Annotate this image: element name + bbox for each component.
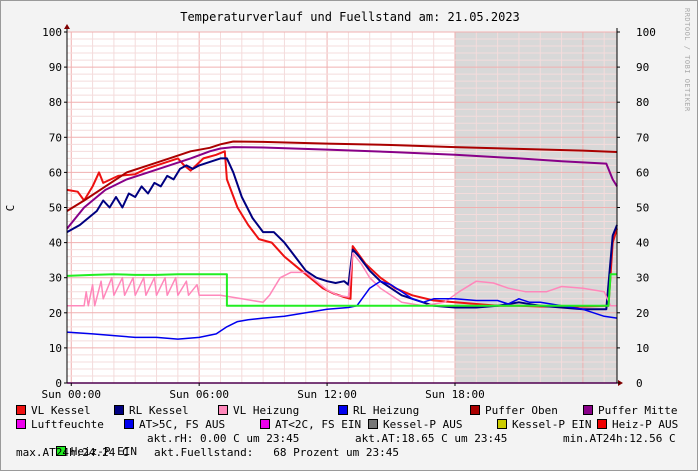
legend-label-kessel-p-ein: Kessel-P EIN [512,418,592,431]
legend-item-at-2c-fs-ein: AT<2C, FS EIN [260,418,361,431]
legend-row-4: max.AT24h:24.24 C akt.Fuellstand: 68 Pro… [16,446,696,460]
legend-swatch [16,405,26,415]
legend-swatch [16,419,26,429]
legend-swatch [55,446,66,456]
y-tick-label-right: 60 [636,166,649,179]
y-tick-label-right: 50 [636,202,649,215]
legend-swatch [497,419,507,429]
y-tick-label-right: 30 [636,272,649,285]
legend-swatch [597,419,607,429]
series-vl-heizung [67,252,617,307]
legend-swatch [124,419,134,429]
chart: Temperaturverlauf und Fuellstand am: 21.… [4,8,691,400]
legend-item-puffer-oben: Puffer Oben [470,404,558,417]
legend-swatch [218,405,228,415]
legend-label-puffer-mitte: Puffer Mitte [598,404,678,417]
y-tick-label: 70 [49,131,62,144]
y-tick-label: 90 [49,61,62,74]
legend-label-puffer-oben: Puffer Oben [485,404,558,417]
grid [67,31,617,384]
y-tick-label-right: 0 [636,377,643,390]
axes [64,24,623,386]
x-tick-label: Sun 12:00 [297,388,357,400]
y-tick-label-right: 70 [636,131,649,144]
y-tick-label: 40 [49,237,62,250]
x-tick-label: Sun 18:00 [425,388,485,400]
y-tick-label: 30 [49,272,62,285]
series-rl-heizung [66,280,618,340]
legend-item-at-5c-fs-aus: AT>5C, FS AUS [124,418,225,431]
legend-label-kessel-p-aus: Kessel-P AUS [383,418,463,431]
series-puffer-oben [66,140,618,212]
legend-row-1: VL Kessel RL Kessel VL Heizung RL Heizung Pu… [16,404,696,418]
x-axis-arrow [618,380,623,386]
info-at: akt.AT:18.65 C um 23:45 [355,432,508,445]
info-rh: akt.rH: 0.00 C um 23:45 [147,432,300,445]
y-tick-label-right: 80 [636,96,649,109]
y-tick-label: 50 [49,202,62,215]
legend-swatch [114,405,124,415]
legend-label-at-5c-fs-aus: AT>5C, FS AUS [139,418,226,431]
y-tick-label: 80 [49,96,62,109]
legend-label-heiz-p-aus: Heiz-P AUS [612,418,679,431]
legend: VL Kessel RL Kessel VL Heizung RL Heizung Pu… [16,404,696,460]
legend-label-luftfeuchte: Luftfeuchte [31,418,104,431]
legend-item-rl-kessel: RL Kessel [114,404,189,417]
legend-item-vl-heizung: VL Heizung [218,404,299,417]
legend-item-heiz-p-aus: Heiz-P AUS [597,418,678,431]
legend-item-luftfeuchte: Luftfeuchte [16,418,104,431]
rrdtool-label: RRDTOOL / TOBI OETIKER [683,8,691,112]
legend-row-2: Luftfeuchte AT>5C, FS AUS AT<2C, FS EIN Kes… [16,418,696,432]
legend-swatch [260,419,270,429]
y-axis-label: C [4,205,17,212]
y-tick-label: 10 [49,342,62,355]
series-rl-kessel [66,157,618,311]
y-tick-label: 60 [49,166,62,179]
legend-label-at-2c-fs-ein: AT<2C, FS EIN [275,418,362,431]
legend-label-vl-heizung: VL Heizung [233,404,300,417]
legend-label-rl-heizung: RL Heizung [353,404,420,417]
legend-label-rl-kessel: RL Kessel [129,404,189,417]
legend-swatch [583,405,593,415]
chart-title: Temperaturverlauf und Fuellstand am: 21.… [180,10,520,24]
legend-label-heiz-p-ein: Heiz-P EIN [70,445,137,458]
info-heiz-p-ein: Heiz-P EIN [16,432,137,471]
y-tick-label-right: 40 [636,237,649,250]
y-tick-label-right: 90 [636,61,649,74]
info-max-at: max.AT24h:24.24 C [16,446,129,459]
y-tick-label: 100 [42,26,62,39]
legend-swatch [470,405,480,415]
legend-row-3: Heiz-P EIN akt.rH: 0.00 C um 23:45 akt.A… [16,432,696,458]
y-tick-label-right: 100 [636,26,656,39]
legend-label-vl-kessel: VL Kessel [31,404,91,417]
y-tick-label-right: 20 [636,307,649,320]
legend-swatch [338,405,348,415]
info-min-at: min.AT24h:12.56 C [563,432,676,445]
legend-item-puffer-mitte: Puffer Mitte [583,404,677,417]
legend-item-kessel-p-aus: Kessel-P AUS [368,418,462,431]
y-tick-label: 0 [55,377,62,390]
y-tick-label-right: 10 [636,342,649,355]
x-tick-label: Sun 00:00 [41,388,101,400]
legend-item-kessel-p-ein: Kessel-P EIN [497,418,591,431]
x-tick-label: Sun 06:00 [169,388,229,400]
series-puffer-mitte [66,146,618,230]
y-tick-label: 20 [49,307,62,320]
series-heiz-p-ein [66,273,617,307]
legend-item-vl-kessel: VL Kessel [16,404,91,417]
y-axis-arrow [64,24,70,29]
tick-labels: 0 0 10 10 20 20 30 30 40 40 50 50 60 60 70 70 80 80 90 90 10… [41,26,655,400]
legend-swatch [368,419,378,429]
legend-item-rl-heizung: RL Heizung [338,404,419,417]
info-fuellstand: akt.Fuellstand: 68 Prozent um 23:45 [154,446,400,459]
